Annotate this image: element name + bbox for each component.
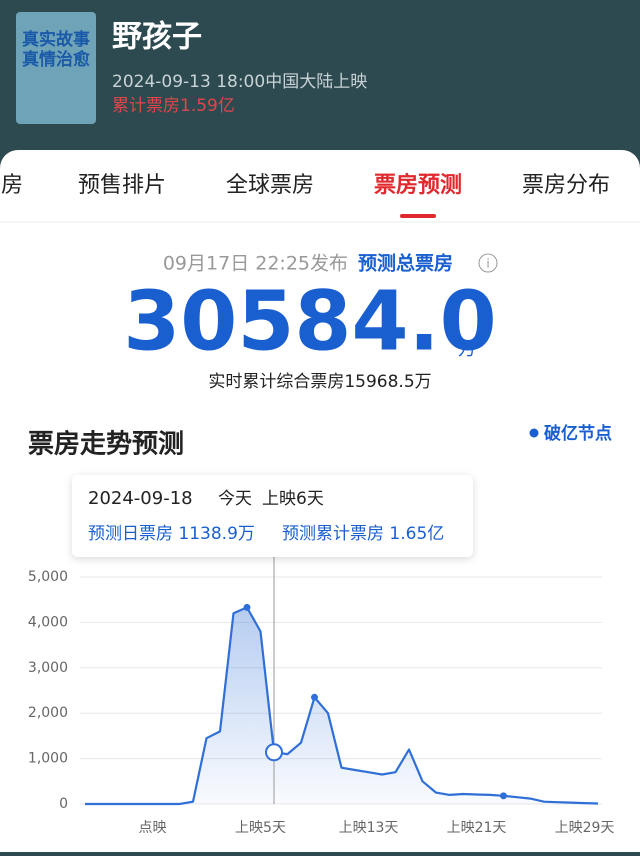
y-tick-label: 0 xyxy=(59,796,68,812)
legend-label: 破亿节点 xyxy=(544,423,612,444)
release-info: 2024-09-13 18:00中国大陆上映 xyxy=(112,72,367,92)
y-tick-label: 5,000 xyxy=(28,569,68,585)
x-tick-label: 点映 xyxy=(139,820,167,836)
milestone-dot xyxy=(243,603,251,611)
published: 09月17日 22:25发布 xyxy=(163,253,348,275)
milestone-dot xyxy=(311,693,318,701)
poster-text: 真实故事 xyxy=(22,29,90,50)
x-tick-label: 上映5天 xyxy=(235,820,286,836)
highlight-point xyxy=(265,743,283,762)
poster-text: 真情治愈 xyxy=(22,49,91,70)
forecast-unit: 万 xyxy=(458,339,476,360)
tab[interactable]: 票房分布 xyxy=(522,173,610,198)
tab-indicator xyxy=(400,214,436,218)
y-tick-label: 3,000 xyxy=(28,660,68,676)
tooltip-daily: 预测日票房 1138.9万 xyxy=(88,524,255,544)
info-icon-glyph: i xyxy=(486,257,489,271)
y-tick-label: 1,000 xyxy=(28,751,68,767)
tab[interactable]: 房 xyxy=(1,173,23,198)
x-tick-label: 上映21天 xyxy=(447,820,507,836)
y-tick-label: 4,000 xyxy=(28,614,68,630)
tooltip-cumulative: 预测累计票房 1.65亿 xyxy=(282,524,444,544)
total-box: 累计票房1.59亿 xyxy=(112,96,235,116)
forecast-label: 预测总票房 xyxy=(358,252,453,275)
line xyxy=(85,606,599,806)
tooltip xyxy=(72,475,473,557)
legend-dot xyxy=(529,428,539,438)
tab[interactable]: 票房预测 xyxy=(374,172,462,198)
tab[interactable]: 预售排片 xyxy=(78,173,166,198)
area xyxy=(85,607,598,804)
tooltip-days: 上映6天 xyxy=(262,489,324,509)
x-tick-label: 上映29天 xyxy=(555,820,615,836)
movie-title: 野孩子 xyxy=(112,20,202,55)
tab[interactable]: 全球票房 xyxy=(226,173,314,198)
realtime-box: 实时累计综合票房15968.5万 xyxy=(208,372,431,392)
chart-title: 票房走势预测 xyxy=(28,430,184,460)
forecast-value: 30584.0 xyxy=(123,274,496,369)
y-tick-label: 2,000 xyxy=(28,705,68,721)
info-icon[interactable] xyxy=(478,253,498,273)
milestone-dot xyxy=(500,792,507,800)
tooltip-today: 今天 xyxy=(218,489,252,509)
tooltip-date: 2024-09-18 xyxy=(88,488,193,509)
poster xyxy=(16,12,96,124)
x-tick-label: 上映13天 xyxy=(339,820,399,836)
